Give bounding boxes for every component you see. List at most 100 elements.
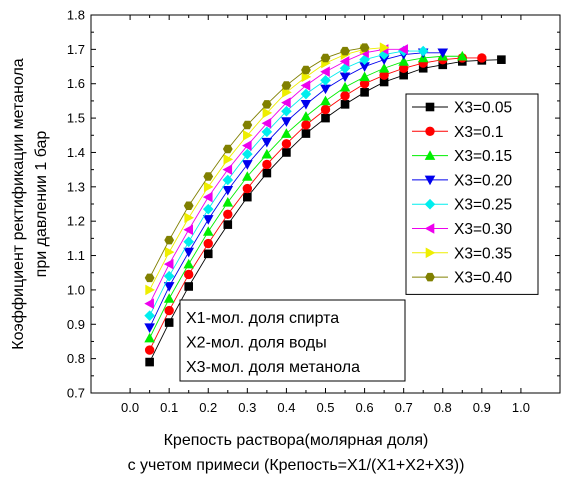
data-point	[203, 249, 213, 259]
data-point	[497, 55, 506, 64]
legend-marker	[424, 198, 436, 210]
data-point	[359, 62, 370, 72]
x-tick-label: 0.1	[160, 400, 178, 415]
data-point	[301, 120, 311, 130]
legend-label: X3=0.25	[454, 197, 512, 214]
data-point	[183, 258, 195, 269]
data-point	[281, 97, 291, 108]
axis-labels: Крепость раствора(молярная доля) с учетом…	[10, 58, 464, 474]
legend-marker	[425, 126, 435, 136]
data-point	[144, 310, 155, 321]
data-point	[184, 282, 194, 291]
data-point	[261, 117, 272, 129]
data-point	[360, 88, 369, 97]
data-point	[300, 100, 312, 110]
data-point	[281, 128, 292, 138]
x-tick-label: 0.4	[277, 400, 295, 415]
data-point	[164, 246, 175, 258]
series	[144, 43, 370, 283]
data-point	[398, 63, 409, 73]
data-point	[163, 282, 175, 292]
legend-label: X3=0.30	[454, 221, 513, 238]
legend-label: X3=0.40	[454, 270, 513, 287]
legend-label: X3=0.15	[454, 148, 512, 165]
x-axis-label-line: Крепость раствора(молярная доля)	[164, 432, 429, 449]
data-point	[320, 53, 331, 63]
y-tick-label: 1.3	[67, 179, 85, 194]
data-point	[379, 42, 390, 53]
y-tick-label: 1.5	[67, 111, 85, 126]
x-tick-label: 0.2	[199, 400, 217, 415]
annotation-line: X2-мол. доля воды	[186, 335, 327, 352]
legend: X3=0.05 X3=0.1 X3=0.15 X3=0.20 X3=0.25 X3=0.3…	[405, 93, 539, 295]
data-point	[242, 171, 253, 181]
y-tick-label: 1.0	[67, 282, 85, 297]
data-point	[438, 60, 448, 70]
legend-label: X3=0.20	[454, 172, 513, 189]
y-tick-label: 0.8	[67, 351, 85, 366]
data-point	[300, 88, 312, 100]
data-point	[242, 183, 253, 194]
data-point	[163, 293, 175, 303]
y-tick-label: 1.6	[67, 76, 85, 91]
data-point	[202, 191, 213, 203]
data-point	[301, 65, 311, 75]
data-point	[321, 113, 330, 123]
data-point	[262, 159, 272, 170]
x-tick-label: 0.5	[316, 400, 334, 415]
data-point	[184, 212, 195, 224]
series	[144, 50, 468, 343]
data-point	[399, 70, 408, 80]
data-point	[223, 220, 233, 229]
y-axis-label-line: при давлении 1 бар	[33, 131, 50, 278]
legend-label: X3=0.35	[454, 245, 512, 262]
y-axis-label-line: Коэффициент ректификации метанола	[10, 58, 27, 349]
y-tick-label: 1.2	[67, 214, 85, 229]
data-point	[163, 270, 175, 282]
legend-marker	[424, 150, 436, 160]
annotation-frame	[179, 299, 406, 382]
data-point	[477, 53, 487, 63]
data-point	[339, 56, 350, 67]
data-point	[242, 120, 253, 130]
data-point	[320, 84, 331, 95]
data-point	[144, 273, 155, 283]
data-point	[320, 74, 331, 86]
data-point	[418, 63, 428, 73]
data-point	[144, 332, 155, 343]
x-tick-label: 1.0	[512, 400, 530, 415]
y-tick-label: 0.9	[67, 317, 85, 332]
data-point	[320, 66, 330, 77]
data-point	[222, 164, 233, 175]
data-point	[437, 48, 449, 59]
data-point	[339, 72, 351, 83]
data-point	[359, 71, 370, 82]
data-point	[379, 77, 389, 87]
data-point	[339, 81, 351, 92]
legend-label: X3=0.05	[454, 100, 512, 117]
data-point	[359, 79, 370, 89]
x-tick-label: 0.3	[238, 400, 256, 415]
data-point	[183, 201, 194, 210]
data-point	[222, 185, 234, 196]
data-point	[203, 181, 214, 193]
data-point	[183, 247, 195, 258]
data-point	[339, 62, 351, 74]
data-point	[281, 105, 292, 117]
data-point	[164, 318, 174, 327]
x-tick-label: 0.7	[395, 400, 413, 415]
data-point	[320, 95, 331, 106]
data-point	[261, 137, 273, 148]
data-point	[202, 203, 214, 215]
data-point	[222, 196, 234, 207]
x-tick-label: 0.0	[121, 400, 139, 415]
annotation-box: X1-мол. доля спирта X2-мол. доля воды X3-м…	[179, 299, 406, 382]
series	[144, 45, 429, 321]
ticks-group: 0.0 0.1 0.2 0.3 0.4 0.5 0.6 0.7 0.8 0.9 1.0 0.7 0.8 0…	[67, 8, 560, 415]
data-point	[202, 226, 214, 236]
data-point	[145, 284, 155, 296]
data-point	[282, 148, 291, 157]
y-tick-label: 1.7	[67, 42, 85, 57]
data-point	[261, 148, 273, 159]
